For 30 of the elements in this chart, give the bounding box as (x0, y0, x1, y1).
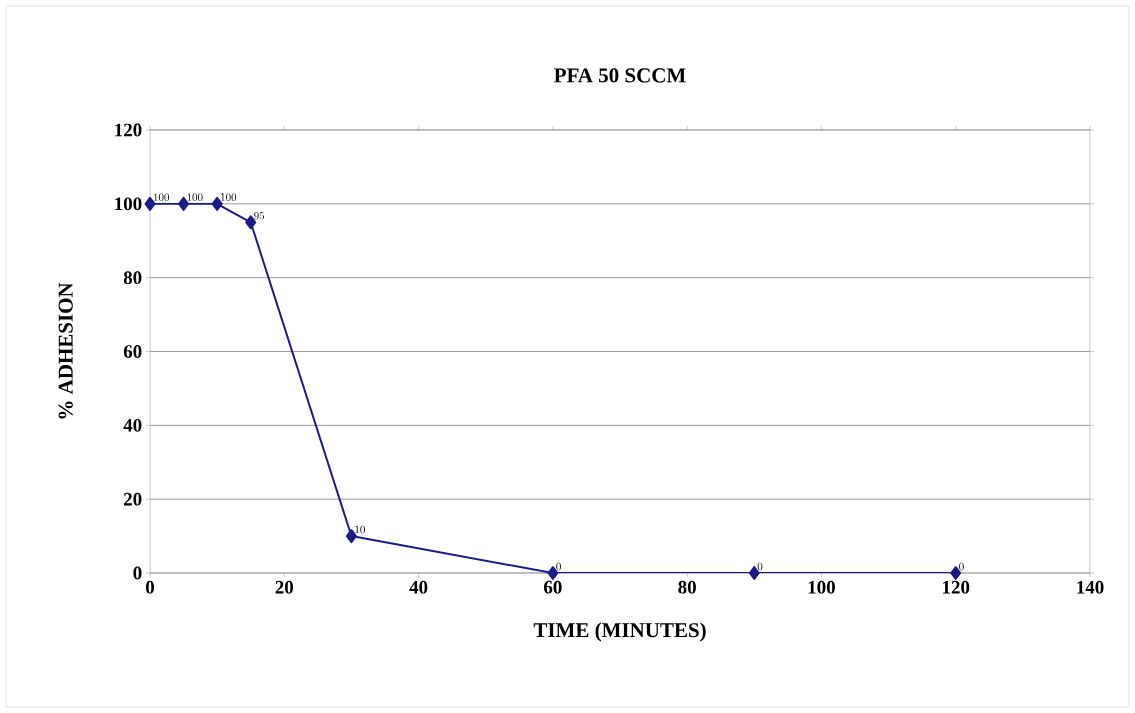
x-tick-label: 0 (145, 580, 155, 594)
y-tick-label: 60 (123, 345, 142, 358)
data-label: 100 (187, 193, 203, 202)
y-tick-label: 100 (115, 197, 142, 211)
y-tick-label: 80 (123, 271, 142, 285)
point (345, 529, 357, 544)
y-tick-label: 40 (123, 418, 142, 432)
point (144, 196, 156, 211)
data-label: 0 (757, 562, 763, 571)
x-tick-label: 20 (275, 580, 294, 594)
data-label: 0 (959, 562, 964, 571)
x-tick-label: 140 (1077, 580, 1104, 594)
point (211, 196, 223, 211)
y-tick-label: 0 (133, 566, 142, 580)
point (178, 196, 190, 211)
x-tick-label: 120 (942, 580, 970, 594)
x-tick-label: 40 (409, 580, 428, 594)
x-tick-label: 100 (808, 580, 835, 594)
y-tick-label: 20 (124, 492, 142, 506)
x-tick-label: 60 (544, 580, 562, 594)
y-tick-label: 120 (115, 123, 142, 137)
data-label: 10 (355, 525, 365, 534)
data-label: 100 (153, 193, 169, 202)
data-label: 100 (221, 193, 237, 202)
x-tick-label: 80 (678, 580, 696, 594)
chart-title: PFA 50 SCCM (554, 68, 686, 83)
y-axis-title: % ADHESION (58, 282, 73, 419)
data-label: 95 (254, 212, 265, 220)
data-label: 0 (556, 562, 561, 571)
x-axis-title: TIME (MINUTES) (533, 622, 706, 642)
